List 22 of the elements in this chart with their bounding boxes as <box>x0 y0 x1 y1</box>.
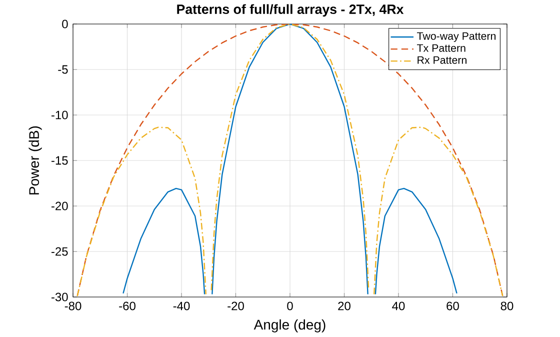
y-tick-label: -30 <box>51 292 68 302</box>
y-axis-title: Power (dB) <box>28 126 42 194</box>
x-tick-label: 0 <box>287 302 293 310</box>
y-tick-label: -15 <box>51 156 68 165</box>
legend-label: Rx Pattern <box>418 56 466 64</box>
x-tick-label: 80 <box>500 302 514 310</box>
legend-label: Tx Pattern <box>417 44 466 52</box>
x-tick-label: 60 <box>446 302 459 310</box>
x-tick-label: -20 <box>228 302 244 310</box>
x-tick-label: 40 <box>392 302 405 310</box>
y-tick-label: -25 <box>51 247 68 256</box>
chart-title: Patterns of full/full arrays - 2Tx, 4Rx <box>177 4 404 17</box>
legend-label: Two-way Pattern <box>417 32 496 42</box>
y-tick-label: 0 <box>62 20 68 28</box>
x-axis-title: Angle (deg) <box>254 319 326 332</box>
x-tick-label: -80 <box>64 302 82 310</box>
y-tick-label: -20 <box>51 202 68 210</box>
x-tick-label: -40 <box>173 302 190 310</box>
x-tick-label: -60 <box>119 302 136 310</box>
x-tick-label: 20 <box>338 302 350 310</box>
y-tick-label: -10 <box>51 110 68 120</box>
y-tick-label: -5 <box>58 65 68 74</box>
